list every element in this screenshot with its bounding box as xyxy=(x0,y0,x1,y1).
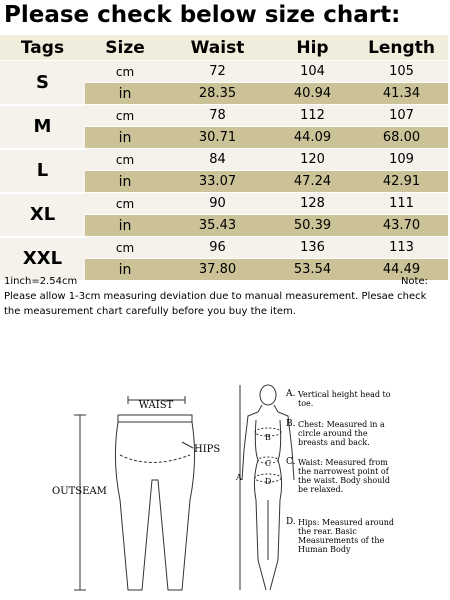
figure-letter: D xyxy=(265,477,271,486)
waist-label: WAIST xyxy=(139,400,174,411)
unit-cell: in xyxy=(85,258,165,281)
legend-letter: C. xyxy=(286,457,296,467)
value-cell: 44.49 xyxy=(355,258,448,281)
title: Please check below size chart: xyxy=(4,2,401,28)
unit-cell: cm xyxy=(85,104,165,127)
size-tag: S xyxy=(0,60,85,106)
unit-cell: in xyxy=(85,82,165,105)
legend-text: Vertical height head to toe. xyxy=(298,390,391,408)
value-cell: 111 xyxy=(355,192,448,215)
value-cell: 37.80 xyxy=(165,258,270,281)
value-cell: 72 xyxy=(165,60,270,83)
value-cell: 113 xyxy=(355,236,448,259)
legend-letter: B. xyxy=(286,419,296,429)
unit-cell: in xyxy=(85,214,165,237)
value-cell: 47.24 xyxy=(270,170,355,193)
value-cell: 109 xyxy=(355,148,448,171)
value-cell: 35.43 xyxy=(165,214,270,237)
value-cell: 43.70 xyxy=(355,214,448,237)
figure-letter: A xyxy=(235,473,242,482)
header-cell: Waist xyxy=(165,35,270,61)
outseam-label: OUTSEAM xyxy=(52,486,107,497)
legend-item: C. Waist: Measured from the narrowest poi… xyxy=(286,458,398,495)
legend-item: B. Chest: Measured in a circle around the… xyxy=(286,420,398,448)
size-tag: L xyxy=(0,148,85,194)
size-tag: XL xyxy=(0,192,85,238)
size-tag: M xyxy=(0,104,85,150)
value-cell: 33.07 xyxy=(165,170,270,193)
value-cell: 28.35 xyxy=(165,82,270,105)
value-cell: 84 xyxy=(165,148,270,171)
hips-label: HIPS xyxy=(194,444,220,455)
value-cell: 30.71 xyxy=(165,126,270,149)
table-row: XL cm 90 128 111 xyxy=(0,192,448,238)
value-cell: 128 xyxy=(270,192,355,215)
table-row: in 35.43 50.39 43.70 xyxy=(0,214,448,237)
table-row: XXL cm 96 136 113 xyxy=(0,236,448,282)
value-cell: 53.54 xyxy=(270,258,355,281)
value-cell: 107 xyxy=(355,104,448,127)
value-cell: 105 xyxy=(355,60,448,83)
header-cell: Size xyxy=(85,35,165,61)
table-row: in 33.07 47.24 42.91 xyxy=(0,170,448,193)
legend-item: D. Hips: Measured around the rear. Basic … xyxy=(286,518,398,555)
legend-text: Waist: Measured from the narrowest point… xyxy=(298,458,391,494)
figure-letter: B xyxy=(265,433,271,442)
value-cell: 50.39 xyxy=(270,214,355,237)
value-cell: 120 xyxy=(270,148,355,171)
header-row: Tags Size Waist Hip Length xyxy=(0,35,448,61)
value-cell: 44.09 xyxy=(270,126,355,149)
unit-cell: cm xyxy=(85,236,165,259)
unit-cell: in xyxy=(85,170,165,193)
value-cell: 78 xyxy=(165,104,270,127)
unit-cell: cm xyxy=(85,60,165,83)
legend-letter: D. xyxy=(286,517,296,527)
body-figure xyxy=(239,384,295,591)
header-cell: Length xyxy=(355,35,448,61)
table-row: in 37.80 53.54 44.49 xyxy=(0,258,448,281)
value-cell: 136 xyxy=(270,236,355,259)
value-cell: 40.94 xyxy=(270,82,355,105)
value-cell: 68.00 xyxy=(355,126,448,149)
header-cell: Tags xyxy=(0,35,85,61)
unit-cell: cm xyxy=(85,192,165,215)
legend-text: Chest: Measured in a circle around the b… xyxy=(298,420,385,447)
note-label: Note: xyxy=(400,276,428,287)
pants-drawing xyxy=(74,396,196,591)
table-row: in 30.71 44.09 68.00 xyxy=(0,126,448,149)
diagram: WAIST HIPS OUTSEAM B C D A xyxy=(52,384,295,591)
unit-cell: cm xyxy=(85,148,165,171)
legend-text: Hips: Measured around the rear. Basic Me… xyxy=(298,518,395,554)
size-tag: XXL xyxy=(0,236,85,282)
value-cell: 41.34 xyxy=(355,82,448,105)
value-cell: 96 xyxy=(165,236,270,259)
header-cell: Hip xyxy=(270,35,355,61)
unit-cell: in xyxy=(85,126,165,149)
note-text: Please allow 1-3cm measuring deviation d… xyxy=(4,291,427,317)
figure-letter: C xyxy=(265,459,271,468)
value-cell: 112 xyxy=(270,104,355,127)
conversion: 1inch=2.54cm xyxy=(4,276,78,287)
legend-letter: A. xyxy=(286,389,296,399)
value-cell: 42.91 xyxy=(355,170,448,193)
legend-item: A. Vertical height head to toe. xyxy=(286,390,398,409)
value-cell: 90 xyxy=(165,192,270,215)
table-row: in 28.35 40.94 41.34 xyxy=(0,82,448,105)
value-cell: 104 xyxy=(270,60,355,83)
